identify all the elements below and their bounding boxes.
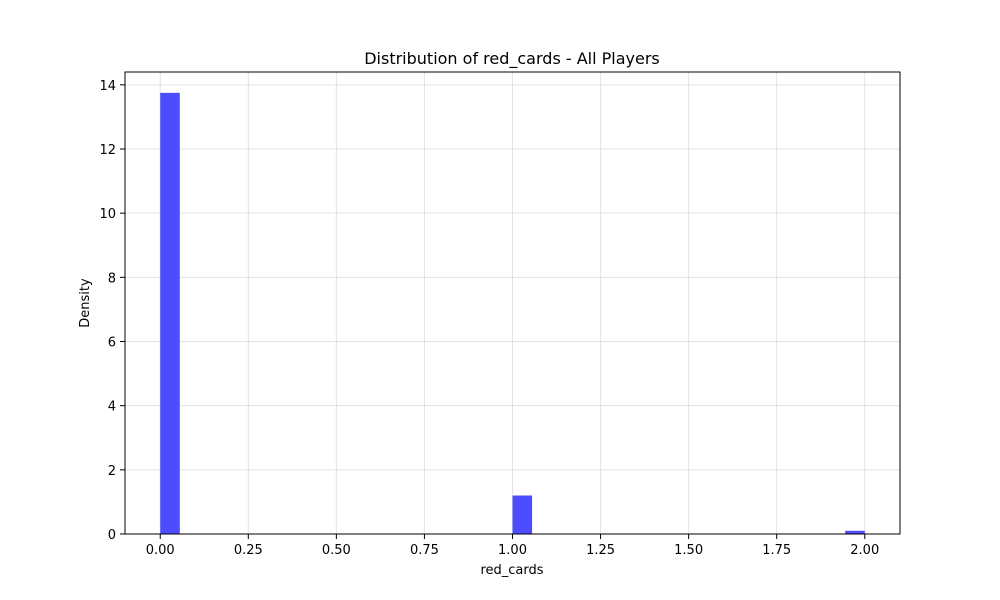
x-tick-label: 1.50 (674, 543, 703, 558)
bars (160, 92, 865, 535)
plot-frame (124, 71, 901, 535)
grid (125, 72, 900, 535)
histogram-bar-2 (845, 530, 865, 534)
x-axis-ticks: 0.00 0.25 0.50 0.75 1.00 1.25 1.50 1.75 2.00 (146, 534, 879, 558)
y-axis-ticks: 0 2 4 6 8 10 12 14 (99, 79, 125, 543)
y-tick-label: 0 (108, 528, 116, 543)
y-axis-label: Density (78, 278, 93, 328)
x-tick-label: 1.25 (586, 543, 615, 558)
x-tick-label: 2.00 (850, 543, 879, 558)
histogram-bar-1 (512, 495, 533, 534)
x-tick-label: 1.00 (498, 543, 527, 558)
y-tick-label: 2 (108, 464, 116, 479)
y-tick-label: 4 (108, 400, 116, 415)
y-tick-label: 12 (99, 143, 116, 158)
chart-title: Distribution of red_cards - All Players (364, 49, 660, 69)
x-tick-label: 1.75 (762, 543, 791, 558)
x-tick-label: 0.00 (146, 543, 175, 558)
histogram-bar-0 (160, 92, 180, 535)
y-tick-label: 10 (99, 207, 116, 222)
y-tick-label: 14 (99, 79, 116, 94)
x-tick-label: 0.50 (322, 543, 351, 558)
x-tick-label: 0.75 (410, 543, 439, 558)
x-tick-label: 0.25 (234, 543, 263, 558)
y-tick-label: 8 (108, 271, 116, 286)
x-axis-label: red_cards (480, 563, 543, 578)
y-tick-label: 6 (108, 336, 116, 351)
